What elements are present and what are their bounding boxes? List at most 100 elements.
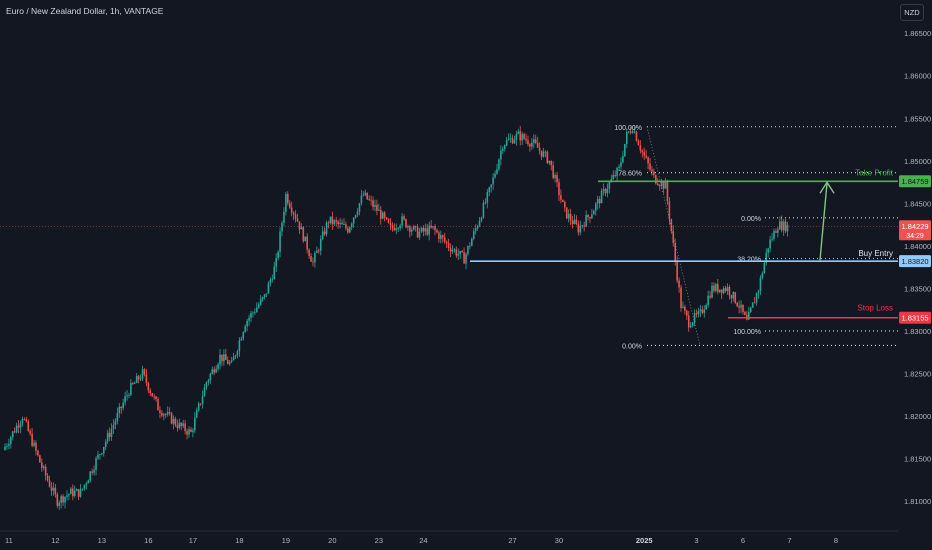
candle-body [407, 226, 409, 228]
candle-body [180, 422, 183, 427]
candle-body [587, 214, 589, 218]
time-tick-label: 24 [419, 536, 427, 545]
candle-body [686, 310, 688, 316]
price-tick-label: 1.86500 [904, 29, 931, 38]
candle-body [238, 340, 241, 352]
candle-body [436, 230, 438, 233]
candle-body [35, 442, 37, 451]
candle-body [697, 310, 700, 315]
candle-body [56, 494, 59, 506]
candle-body [786, 224, 789, 232]
fib-level-label: 0.00% [622, 343, 642, 350]
candle-body [209, 373, 212, 381]
candle-body [720, 289, 723, 294]
candle-body [453, 249, 456, 251]
candle-body [192, 430, 194, 432]
candle-body [509, 138, 512, 140]
candle-body [598, 199, 601, 204]
candle-body [370, 199, 372, 201]
candle-body [60, 496, 62, 503]
candle-body [302, 227, 305, 242]
candle-body [579, 225, 582, 233]
candle-body [749, 307, 752, 312]
currency-button[interactable]: NZD [900, 4, 924, 21]
candle-body [316, 250, 318, 253]
candle-body [298, 221, 301, 230]
candle-body [693, 313, 696, 323]
candle-body [242, 332, 245, 339]
candle-body [656, 183, 659, 186]
candle-body [41, 462, 43, 468]
candle-body [618, 166, 620, 168]
candle-body [672, 231, 675, 244]
candle-body [230, 360, 233, 363]
candle-body [594, 203, 597, 211]
candle-body [728, 286, 731, 296]
candle-body [337, 221, 339, 224]
time-tick-label: 7 [787, 536, 791, 545]
candle-body [583, 225, 585, 227]
candle-body [536, 142, 539, 148]
candle-body [451, 250, 454, 252]
candle-body [250, 313, 252, 318]
candle-body [68, 494, 70, 496]
time-tick-label: 17 [189, 536, 197, 545]
candle-body [531, 142, 533, 147]
candle-body [211, 369, 214, 374]
candle-body [608, 182, 611, 189]
candle-body [288, 203, 291, 208]
candle-body [54, 487, 57, 495]
candle-body [554, 175, 556, 179]
candle-body [77, 489, 80, 497]
candle-body [190, 429, 192, 432]
candle-body [314, 252, 316, 263]
candle-body [717, 284, 719, 292]
candle-body [759, 277, 762, 291]
candle-body [461, 251, 463, 253]
candle-body [492, 177, 494, 185]
candle-body [195, 410, 198, 418]
candle-body [409, 226, 411, 232]
time-tick-label: 3 [694, 536, 698, 545]
candle-body [742, 304, 744, 312]
candle-body [143, 369, 146, 375]
candle-body [581, 225, 584, 227]
time-tick-label: 23 [375, 536, 383, 545]
candle-body [139, 378, 142, 380]
candle-body [188, 429, 190, 435]
candle-body [695, 313, 698, 315]
candle-body [141, 369, 144, 379]
candle-body [335, 220, 338, 222]
candle-body [753, 302, 756, 304]
candle-body [412, 226, 415, 230]
candle-body [724, 288, 727, 291]
candle-body [91, 471, 93, 473]
candle-body [364, 192, 367, 195]
candle-body [651, 169, 653, 172]
candle-body [254, 312, 256, 313]
candle-body [775, 231, 777, 233]
candle-body [577, 223, 580, 233]
candle-body [482, 202, 485, 218]
candle-body [257, 304, 260, 308]
candle-body [287, 193, 289, 204]
candle-body [350, 223, 353, 228]
candle-body [275, 258, 277, 267]
candle-body [8, 444, 10, 446]
candle-body [219, 354, 221, 365]
candle-body [757, 290, 760, 294]
candle-body [414, 226, 417, 227]
candle-body [517, 131, 520, 134]
candle-body [426, 228, 429, 235]
candle-body [486, 191, 489, 203]
candle-body [430, 225, 432, 228]
candle-body [769, 239, 771, 249]
candle-body [319, 238, 322, 251]
candle-body [726, 286, 729, 291]
candle-body [397, 228, 400, 230]
candle-body [422, 227, 425, 232]
candle-body [589, 217, 591, 219]
candle-body [283, 211, 285, 223]
price-tick-label: 1.86000 [904, 72, 931, 81]
